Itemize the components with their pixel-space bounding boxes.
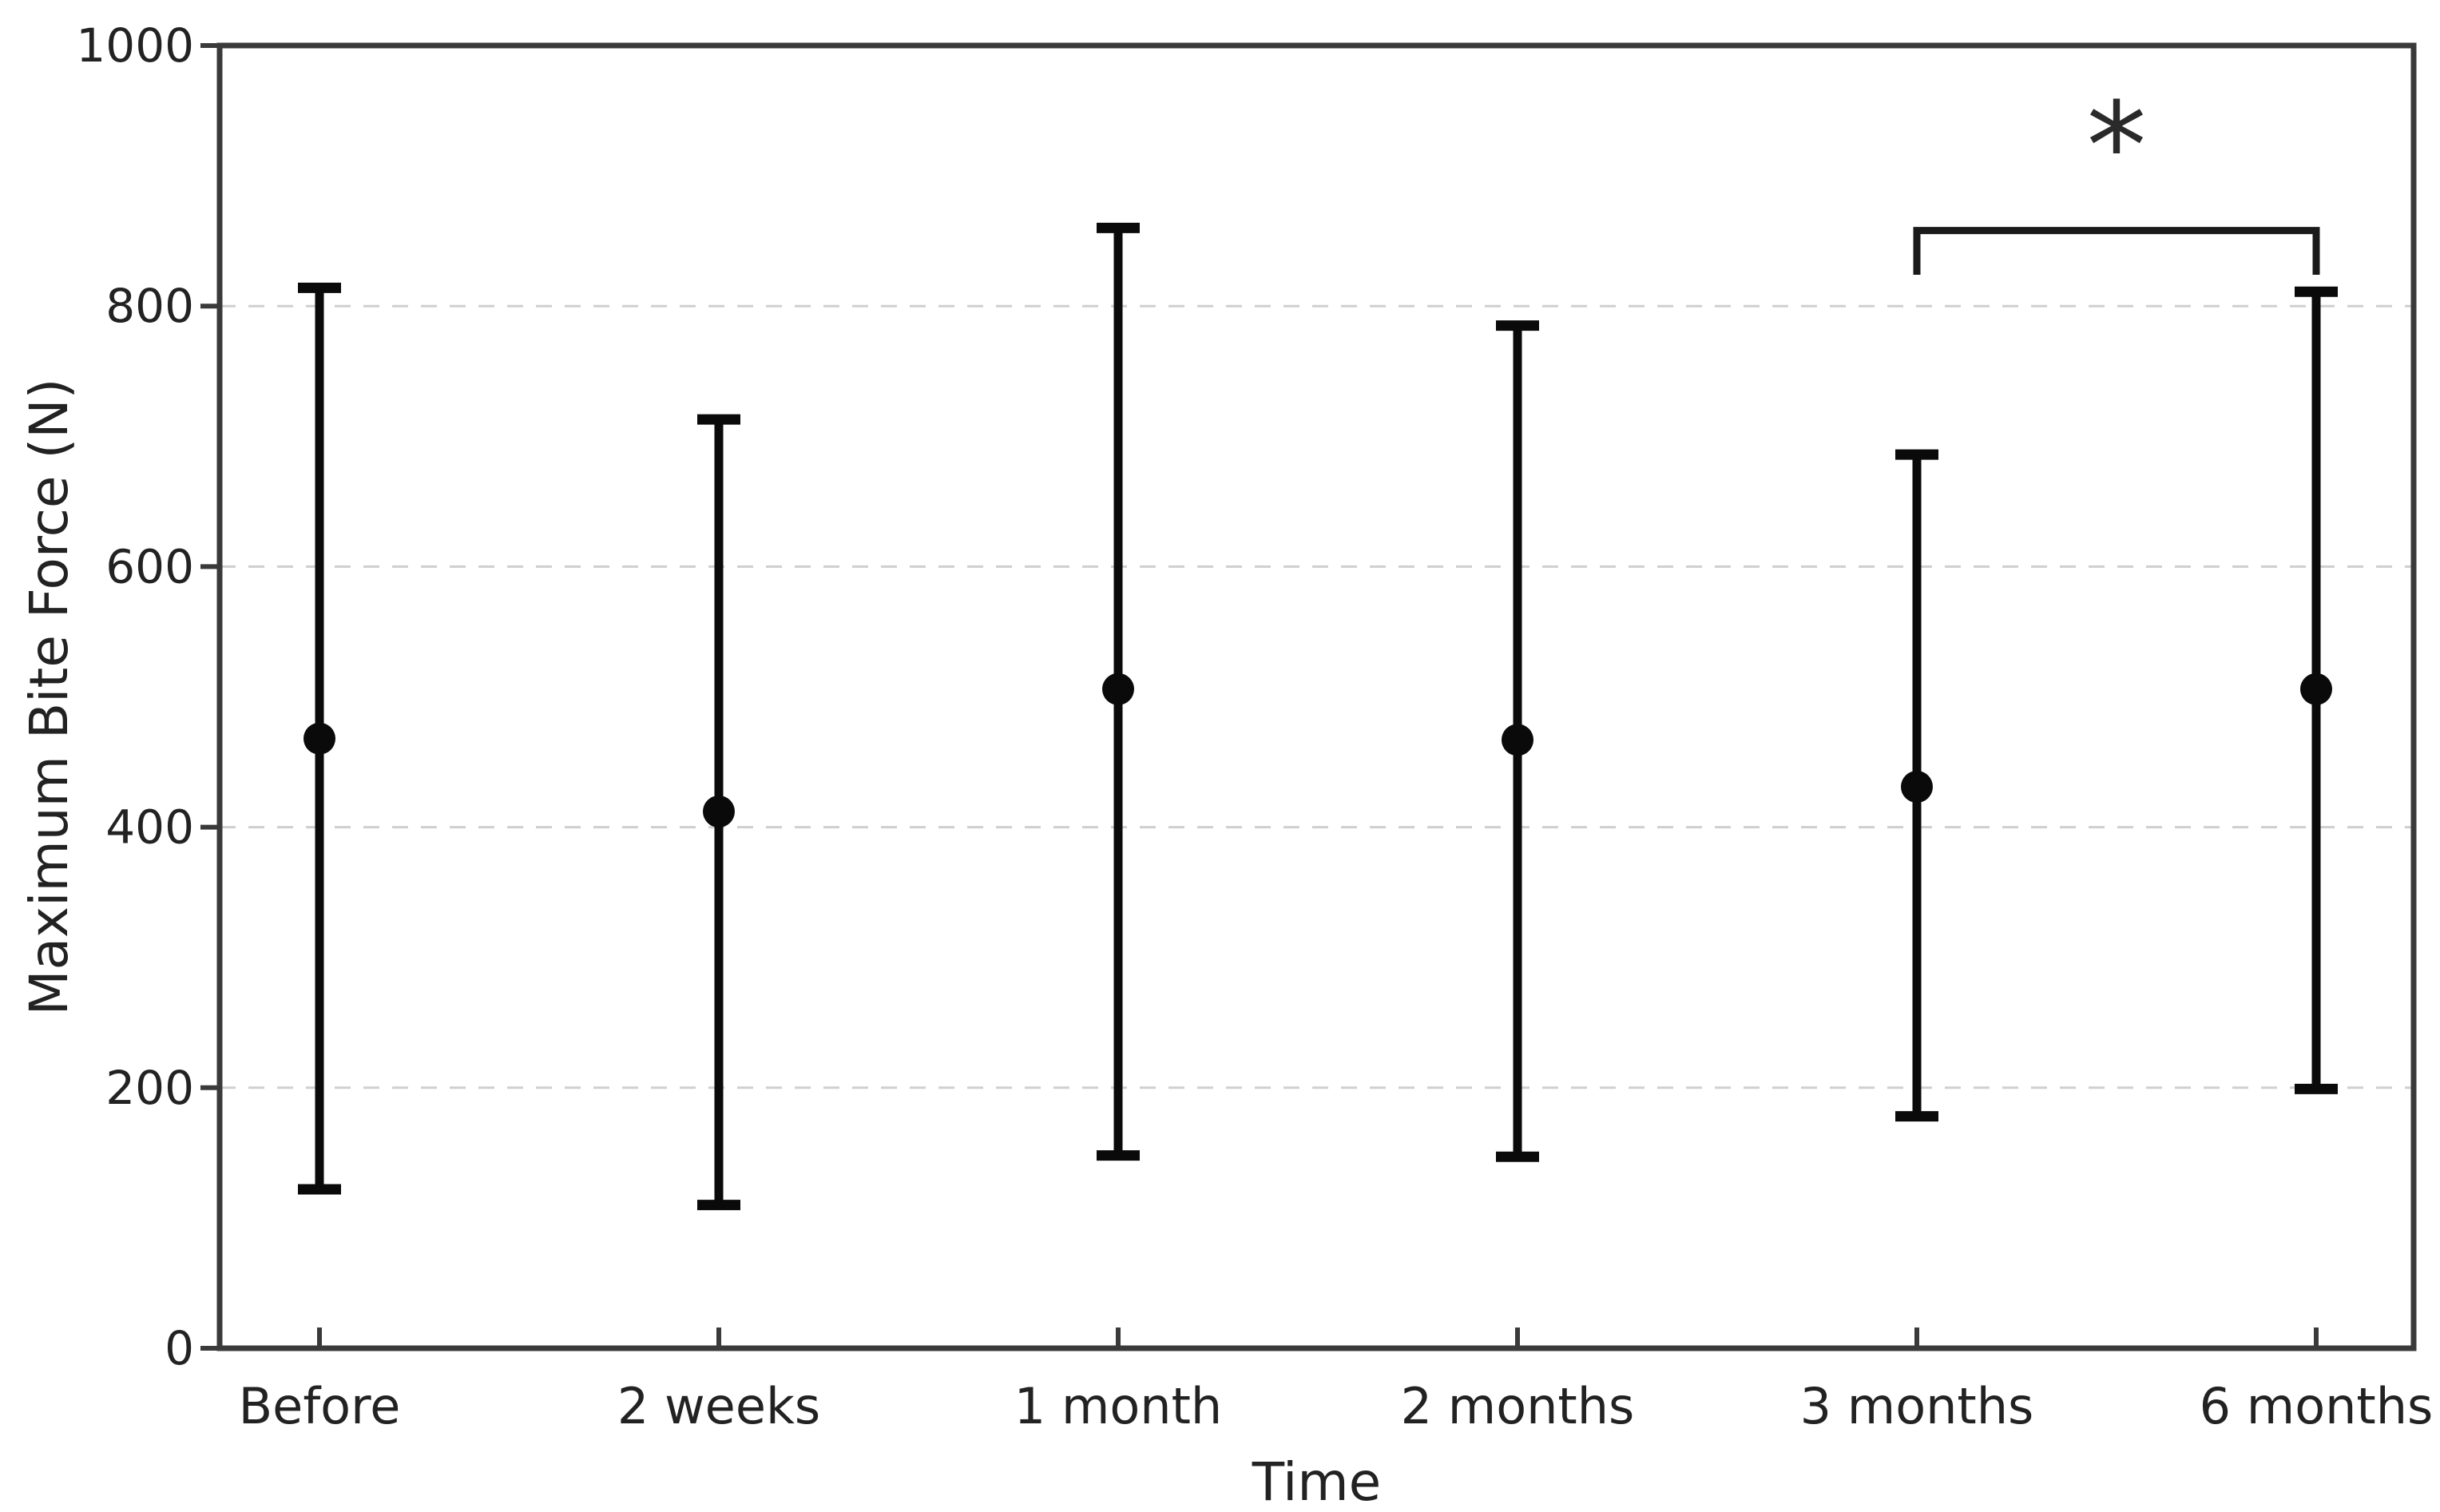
ticks-layer	[200, 43, 2319, 1351]
axes-spines-layer	[216, 42, 2417, 1351]
mean-marker-6-months	[2300, 673, 2332, 705]
mean-marker-2-months	[1502, 724, 1533, 756]
x-tick-label-Before: Before	[239, 1377, 401, 1435]
mean-marker-2-weeks	[703, 796, 735, 828]
x-tick-label-6-months: 6 months	[2200, 1377, 2434, 1435]
significance-asterisk: *	[2087, 77, 2147, 216]
mean-marker-Before	[304, 722, 335, 755]
x-tick-label-2-months: 2 months	[1401, 1377, 1635, 1435]
mean-marker-3-months	[1901, 771, 1933, 804]
y-tick-label-800: 800	[105, 279, 194, 333]
gridline-layer	[220, 304, 2414, 1089]
data-layer	[298, 222, 2338, 1211]
y-tick-label-0: 0	[165, 1321, 194, 1375]
y-tick-label-1000: 1000	[76, 18, 194, 73]
axis-text-layer: 0 200 400 600 800 1000 Before 2 weeks 1 month 2 m…	[18, 18, 2433, 1512]
annotation-layer: *	[1913, 77, 2320, 276]
x-tick-label-2-weeks: 2 weeks	[617, 1377, 820, 1435]
plot-border	[216, 42, 2417, 1351]
x-axis-title: Time	[1252, 1451, 1382, 1512]
y-axis-title: Maximum Bite Force (N)	[18, 379, 80, 1016]
y-tick-label-600: 600	[105, 539, 194, 593]
y-tick-label-200: 200	[105, 1061, 194, 1115]
mean-marker-1-month	[1102, 673, 1134, 705]
y-tick-label-400: 400	[105, 800, 194, 855]
significance-bracket	[1913, 227, 2320, 276]
x-tick-label-1-month: 1 month	[1014, 1377, 1222, 1435]
x-tick-label-3-months: 3 months	[1800, 1377, 2034, 1435]
